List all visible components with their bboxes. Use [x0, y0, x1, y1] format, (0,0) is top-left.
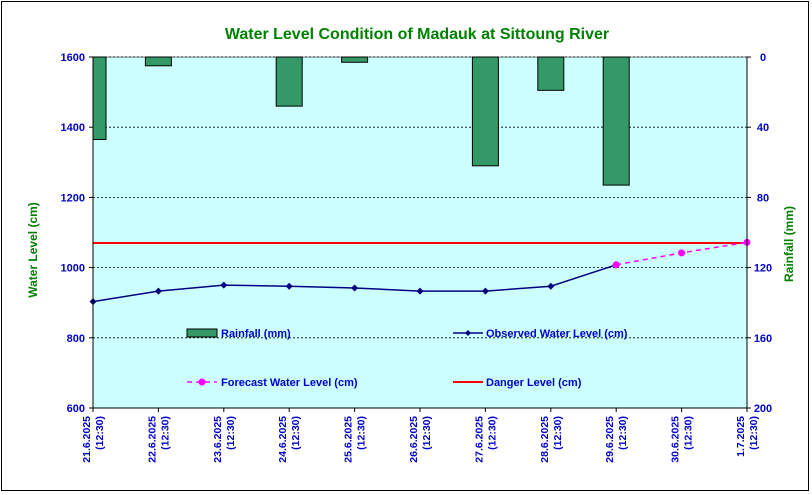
x-tick-date: 28.6.2025 [539, 416, 551, 463]
rainfall-bar [92, 56, 107, 140]
x-tick-time: (12:30) [748, 416, 760, 450]
x-tick-date: 26.6.2025 [408, 416, 420, 463]
rainfall-bar [341, 56, 369, 63]
x-tick-time: (12:30) [421, 416, 433, 450]
left-tick-label: 600 [67, 403, 85, 415]
left-axis: 600 800 1000 1200 1400 1600 [61, 52, 94, 415]
legend-observed-label: Observed Water Level (cm) [486, 328, 628, 340]
right-axis: 0 40 80 120 160 200 [746, 52, 772, 415]
legend-forecast-label: Forecast Water Level (cm) [221, 377, 358, 389]
legend-danger-label: Danger Level (cm) [486, 377, 582, 389]
observed-point [285, 282, 293, 290]
x-axis: 21.6.2025 (12:30) 22.6.2025 (12:30) 23.6.202… [81, 407, 760, 463]
x-tick-date: 22.6.2025 [146, 416, 158, 463]
x-tick-time: (12:30) [617, 416, 629, 450]
x-tick-time: (12:30) [683, 416, 695, 450]
chart-title: Water Level Condition of Madauk at Sitto… [225, 26, 609, 43]
left-tick-label: 1200 [61, 192, 85, 204]
grid-lines [93, 56, 747, 339]
observed-point [547, 282, 555, 290]
observed-point [220, 281, 228, 289]
left-tick-label: 1400 [61, 122, 85, 134]
right-tick-label: 120 [754, 263, 772, 275]
rainfall-bar [602, 56, 630, 186]
left-tick-label: 1000 [61, 263, 85, 275]
x-tick-time: (12:30) [159, 416, 171, 450]
right-tick-label: 80 [757, 192, 769, 204]
x-tick-time: (12:30) [290, 416, 302, 450]
right-tick-label: 200 [754, 403, 772, 415]
right-tick-label: 160 [754, 333, 772, 345]
x-tick-time: (12:30) [552, 416, 564, 450]
x-tick-date: 29.6.2025 [604, 416, 616, 463]
right-tick-label: 40 [757, 122, 769, 134]
observed-point [154, 287, 162, 295]
forecast-point [612, 261, 620, 269]
x-tick-date: 25.6.2025 [343, 416, 355, 463]
left-tick-label: 1600 [61, 52, 85, 64]
left-axis-label: Water Level (cm) [26, 202, 40, 298]
water-level-chart: Water Level Condition of Madauk at Sitto… [26, 26, 796, 463]
rainfall-bar [275, 56, 303, 107]
rainfall-bar [471, 56, 499, 167]
rainfall-bar [144, 56, 172, 67]
x-tick-time: (12:30) [94, 416, 106, 450]
forecast-points [612, 238, 751, 269]
x-tick-date: 27.6.2025 [473, 416, 485, 463]
left-tick-label: 800 [67, 333, 85, 345]
x-tick-date: 24.6.2025 [277, 416, 289, 463]
right-tick-label: 0 [760, 52, 766, 64]
right-axis-label: Rainfall (mm) [782, 206, 796, 282]
x-tick-time: (12:30) [356, 416, 368, 450]
observed-point [351, 284, 359, 292]
x-tick-date: 30.6.2025 [670, 416, 682, 463]
legend-rainfall-label: Rainfall (mm) [221, 328, 291, 340]
observed-point [481, 287, 489, 295]
rainfall-bar [537, 56, 565, 91]
forecast-point [678, 249, 686, 257]
x-tick-time: (12:30) [486, 416, 498, 450]
legend-observed-marker [465, 330, 471, 336]
legend-forecast-marker [198, 378, 206, 386]
legend-rainfall-swatch [186, 328, 218, 338]
x-tick-time: (12:30) [225, 416, 237, 450]
legend: Rainfall (mm) Observed Water Level (cm) … [186, 328, 628, 389]
observed-point [416, 287, 424, 295]
x-tick-date: 23.6.2025 [212, 416, 224, 463]
x-tick-date: 21.6.2025 [81, 416, 93, 463]
x-tick-date: 1.7.2025 [735, 416, 747, 457]
plot-area [92, 56, 748, 409]
